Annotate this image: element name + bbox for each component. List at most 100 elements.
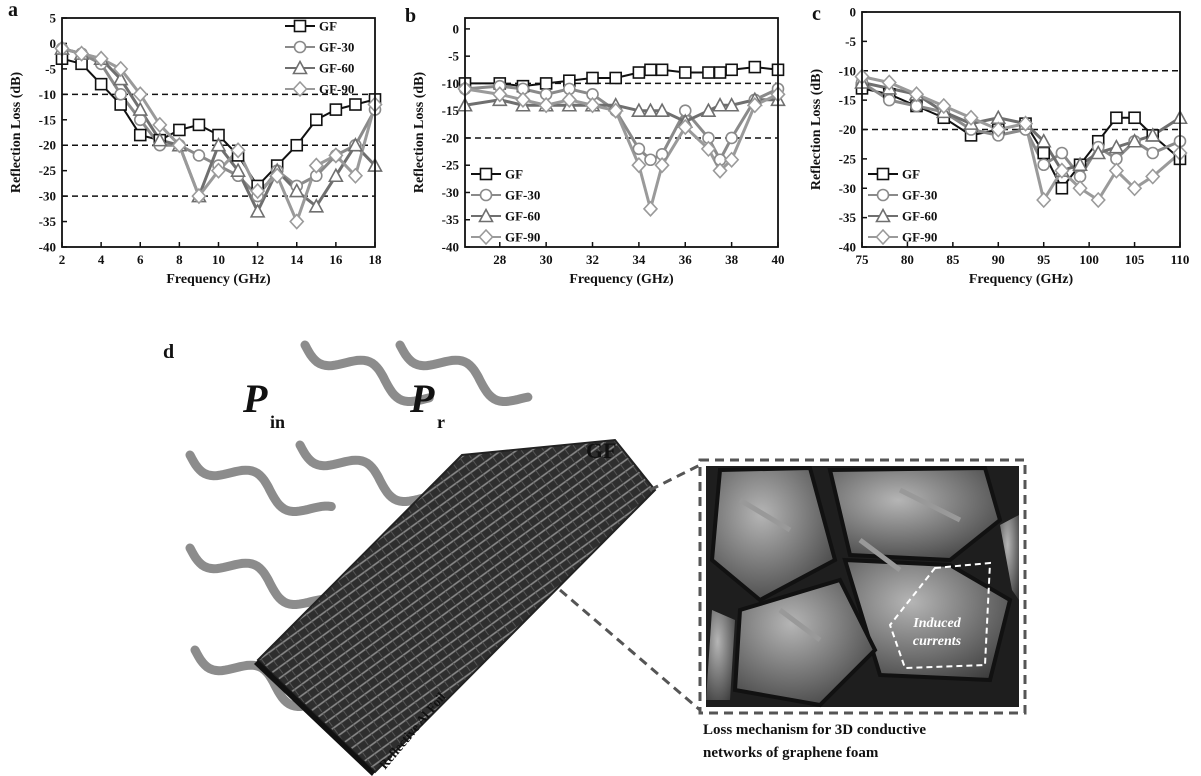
y-tick-label: -35 — [39, 214, 57, 229]
marker — [908, 86, 925, 103]
marker — [712, 97, 728, 112]
legend-label: GF-30 — [902, 188, 937, 203]
marker — [133, 113, 147, 127]
wave — [185, 450, 336, 516]
marker — [632, 66, 646, 79]
marker — [93, 50, 109, 67]
legend-label: GF-90 — [319, 82, 354, 97]
marker — [347, 167, 364, 184]
x-tick-label: 4 — [98, 252, 105, 267]
marker — [347, 137, 364, 152]
x-tick-label: 105 — [1125, 252, 1145, 267]
marker — [712, 162, 728, 179]
marker — [230, 142, 246, 159]
diagram: d GF Reflective Al Foil P in P r Induced… — [163, 340, 1027, 776]
x-tick-label: 36 — [679, 252, 693, 267]
marker — [133, 128, 147, 142]
series-line — [464, 87, 779, 215]
wave — [295, 440, 446, 506]
charts: a -40 -35 -30 -25 -20 -15 -10 -5 0 5 2 4 6 8 10 12 14 16 18… — [8, 0, 1189, 287]
marker — [1128, 111, 1141, 125]
marker — [310, 113, 323, 127]
material-label: GF — [586, 438, 617, 463]
marker — [654, 102, 670, 117]
y-tick-label: -10 — [442, 76, 459, 91]
marker — [192, 149, 206, 162]
y-axis-label: Reflection Loss (dB) — [9, 72, 24, 194]
y-tick-label: -20 — [442, 130, 459, 145]
y-tick-label: -5 — [45, 61, 56, 76]
marker — [492, 86, 508, 103]
marker — [700, 102, 717, 117]
plot-frame — [861, 11, 1181, 248]
marker — [132, 86, 148, 103]
x-tick-label: 30 — [540, 252, 553, 267]
marker — [1126, 180, 1143, 197]
y-tick-label: -30 — [39, 189, 56, 204]
marker — [479, 167, 493, 181]
panel-label: c — [812, 3, 821, 25]
x-tick-label: 10 — [212, 252, 225, 267]
x-tick-label: 28 — [493, 252, 507, 267]
x-tick-label: 40 — [772, 252, 785, 267]
marker — [561, 91, 577, 108]
chart: b -40 -35 -30 -25 -20 -15 -10 -5 0 28 30 32 34 36 38 40 F… — [405, 5, 786, 287]
caption: Loss mechanism for 3D conductive — [703, 722, 926, 738]
inset-label: Induced — [912, 616, 961, 631]
marker — [132, 101, 149, 116]
zoom-frame — [698, 458, 1027, 715]
marker — [288, 182, 305, 198]
y-tick-label: -40 — [442, 240, 459, 255]
marker — [747, 97, 763, 114]
reflected-subscript: r — [437, 412, 445, 432]
y-tick-label: -15 — [839, 93, 857, 108]
marker — [586, 71, 599, 85]
plot-frame — [61, 17, 376, 248]
marker — [1126, 133, 1143, 148]
marker — [1037, 158, 1051, 172]
x-tick-label: 95 — [1037, 252, 1051, 267]
marker — [210, 137, 227, 152]
marker — [112, 70, 129, 86]
marker — [1108, 162, 1124, 179]
legend-label: GF — [505, 167, 523, 182]
marker — [539, 77, 553, 90]
y-tick-label: -25 — [39, 163, 57, 178]
marker — [875, 228, 891, 246]
marker — [875, 207, 891, 223]
x-axis-label: Frequency (GHz) — [166, 272, 271, 287]
marker — [677, 118, 693, 136]
x-tick-label: 90 — [992, 252, 1005, 267]
y-tick-label: -40 — [39, 240, 56, 255]
y-tick-label: -30 — [839, 181, 856, 196]
panel-label: d — [163, 341, 174, 363]
marker — [1054, 162, 1070, 179]
marker — [1146, 146, 1160, 160]
y-tick-label: 0 — [50, 36, 57, 51]
wave — [300, 340, 434, 406]
marker — [94, 77, 108, 91]
y-tick-label: -35 — [442, 212, 460, 227]
marker — [151, 131, 168, 147]
marker — [1108, 138, 1125, 154]
marker — [1036, 191, 1052, 209]
x-tick-label: 18 — [369, 252, 383, 267]
x-tick-label: 85 — [946, 252, 960, 267]
foam-slab — [256, 438, 657, 774]
marker — [114, 98, 127, 111]
marker — [724, 151, 740, 168]
incident-symbol: P — [242, 376, 268, 421]
panel-label: a — [8, 0, 18, 21]
legend-label: GF — [902, 167, 920, 182]
slab-edge — [254, 660, 375, 776]
y-tick-label: -5 — [845, 34, 856, 49]
y-tick-label: -10 — [839, 63, 856, 78]
marker — [171, 137, 187, 154]
wave — [190, 645, 306, 711]
marker — [478, 207, 494, 223]
marker — [328, 167, 344, 183]
marker — [308, 157, 324, 174]
legend-label: GF-60 — [505, 209, 540, 224]
marker — [609, 71, 623, 85]
marker — [293, 40, 307, 54]
